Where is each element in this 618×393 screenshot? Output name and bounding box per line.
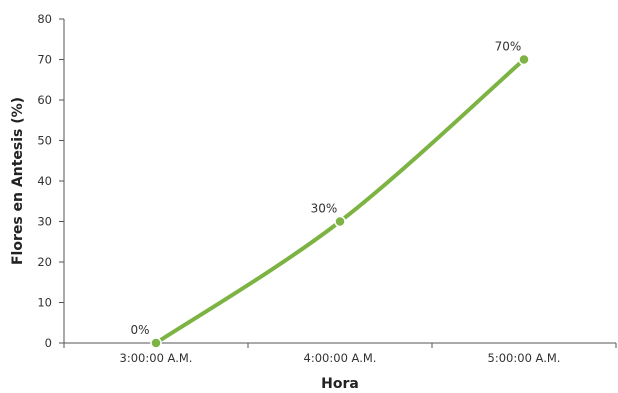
y-tick-label: 60 bbox=[37, 93, 52, 107]
x-tick-label: 3:00:00 A.M. bbox=[120, 351, 193, 365]
x-tick-label: 5:00:00 A.M. bbox=[488, 351, 561, 365]
data-point bbox=[334, 215, 346, 228]
x-axis-title: Hora bbox=[321, 376, 359, 392]
data-label: 0% bbox=[130, 323, 149, 337]
y-tick-label: 50 bbox=[37, 134, 52, 148]
y-tick-label: 30 bbox=[37, 215, 52, 229]
y-tick-label: 10 bbox=[37, 296, 52, 310]
series-line bbox=[154, 57, 526, 345]
data-point bbox=[150, 337, 162, 349]
data-point bbox=[518, 53, 530, 66]
y-tick-label: 80 bbox=[37, 12, 52, 26]
data-labels-group: 0% 30% 70% bbox=[130, 40, 521, 338]
data-label: 30% bbox=[311, 202, 338, 216]
y-tick-label: 70 bbox=[37, 53, 52, 67]
y-tick-label: 20 bbox=[37, 255, 52, 269]
y-axis-ticks: 0 10 20 30 40 50 60 70 80 bbox=[37, 12, 64, 350]
x-axis-ticks: 3:00:00 A.M. 4:00:00 A.M. 5:00:00 A.M. bbox=[63, 343, 617, 365]
series-group bbox=[150, 53, 530, 349]
y-tick-label: 40 bbox=[37, 174, 52, 188]
y-axis-title: Flores en Antesis (%) bbox=[10, 97, 26, 265]
y-tick-label: 0 bbox=[45, 336, 52, 350]
x-tick-label: 4:00:00 A.M. bbox=[304, 351, 377, 365]
data-label: 70% bbox=[495, 40, 522, 54]
